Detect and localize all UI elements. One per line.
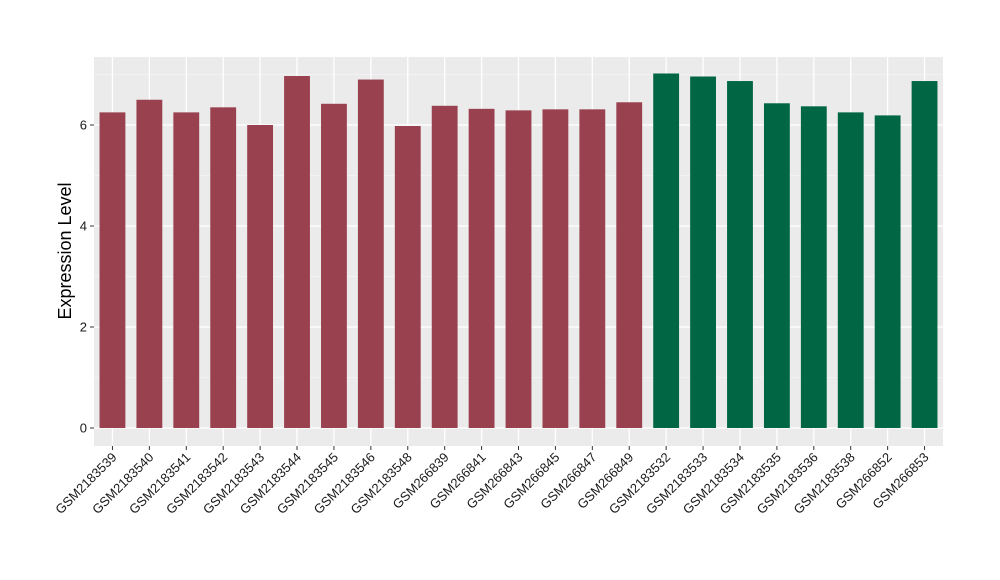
bar-GSM2183535 bbox=[763, 103, 790, 428]
bar-GSM2183538 bbox=[837, 112, 864, 428]
bar-GSM2183534 bbox=[727, 81, 753, 428]
y-tick-label: 4 bbox=[80, 219, 87, 234]
bar-GSM2183540 bbox=[136, 99, 163, 428]
bar-GSM2183536 bbox=[800, 106, 827, 428]
y-tick-label: 0 bbox=[80, 421, 87, 436]
bar-GSM2183533 bbox=[690, 76, 716, 429]
bar-GSM266839 bbox=[431, 105, 458, 428]
bar-GSM2183541 bbox=[173, 112, 200, 428]
y-tick-label: 6 bbox=[80, 118, 87, 133]
bar-GSM266852 bbox=[874, 115, 901, 428]
bar-GSM266841 bbox=[468, 108, 495, 428]
bar-GSM2183546 bbox=[357, 79, 384, 429]
x-axis-ticks: GSM2183539GSM2183540GSM2183541GSM2183542… bbox=[52, 446, 932, 517]
y-axis-ticks: 0 2 4 6 bbox=[80, 118, 94, 436]
bar-GSM266847 bbox=[579, 109, 606, 428]
bar-GSM2183539 bbox=[99, 112, 126, 428]
bar-GSM2183542 bbox=[210, 107, 237, 428]
bar-GSM2183548 bbox=[394, 126, 421, 428]
bar-GSM2183543 bbox=[247, 125, 274, 428]
bar-GSM266853 bbox=[911, 81, 938, 428]
y-tick-label: 2 bbox=[80, 320, 87, 335]
bar-GSM2183545 bbox=[321, 103, 347, 428]
bar-GSM266845 bbox=[542, 109, 569, 428]
bar-GSM2183532 bbox=[653, 73, 680, 429]
y-axis-label: Expression Level bbox=[55, 182, 75, 319]
bar-GSM266849 bbox=[616, 102, 643, 429]
bar-GSM2183544 bbox=[284, 76, 310, 428]
bars bbox=[99, 73, 938, 429]
bar-GSM266843 bbox=[505, 110, 532, 428]
